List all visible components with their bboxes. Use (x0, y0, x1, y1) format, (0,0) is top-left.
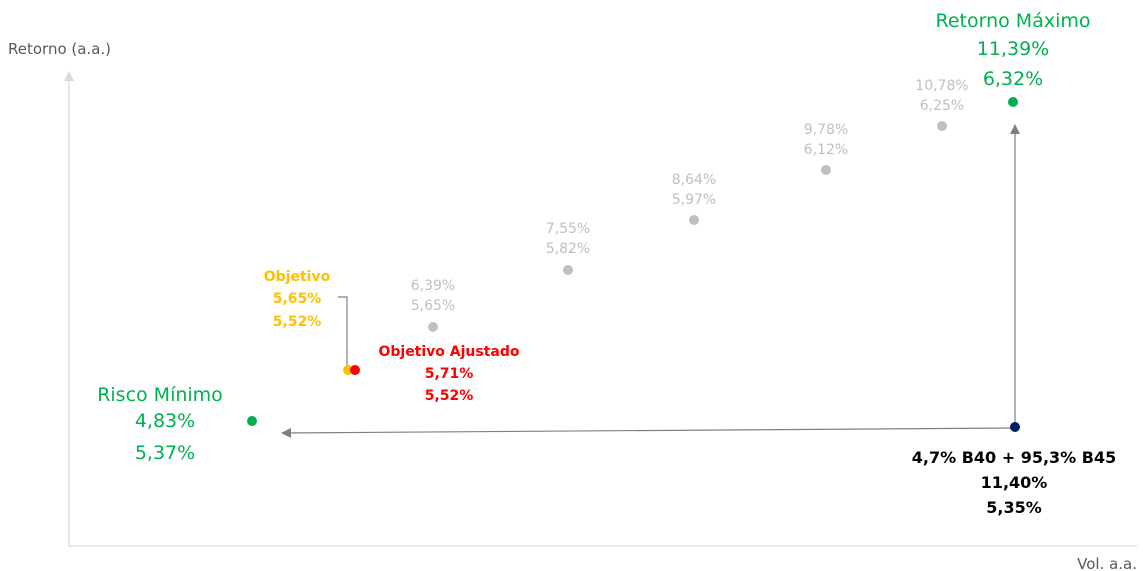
objetivo-ajustado-title: Objetivo Ajustado (378, 344, 519, 360)
arrow-to-risco-minimo (281, 427, 1016, 438)
carteira-atual-title: 4,7% B40 + 95,3% B45 (912, 448, 1117, 467)
objetivo-ajustado-y-label: 5,52% (425, 388, 474, 404)
point-frontier-1 (428, 322, 438, 332)
retorno-maximo-x-label: 11,39% (977, 38, 1049, 60)
y-axis-title: Retorno (a.a.) (8, 40, 111, 58)
point-frontier-2 (563, 265, 573, 275)
point-risco-minimo (247, 416, 257, 426)
objetivo-title: Objetivo (264, 269, 331, 285)
point-frontier-5 (937, 121, 947, 131)
objetivo-leader-line (338, 296, 348, 370)
risco-minimo-y-label: 5,37% (135, 442, 195, 464)
point-frontier-4 (821, 165, 831, 175)
point-objetivo (343, 365, 353, 375)
frontier-5-y-label: 6,25% (920, 98, 964, 114)
point-objetivo-ajustado (350, 365, 360, 375)
carteira-atual-x-label: 11,40% (981, 473, 1048, 492)
frontier-3-x-label: 8,64% (672, 172, 716, 188)
connectors (281, 124, 1020, 438)
frontier-4-y-label: 6,12% (804, 142, 848, 158)
frontier-4-x-label: 9,78% (804, 122, 848, 138)
objetivo-y-label: 5,52% (273, 314, 322, 330)
retorno-maximo-title: Retorno Máximo (936, 10, 1091, 32)
frontier-2-y-label: 5,82% (546, 241, 590, 257)
frontier-2-x-label: 7,55% (546, 221, 590, 237)
retorno-maximo-y-label: 6,32% (983, 68, 1043, 90)
scatter-points (247, 97, 1020, 432)
point-labels: Risco Mínimo 4,83% 5,37% 6,39% 5,65% 7,5… (97, 10, 1116, 517)
frontier-1-y-label: 5,65% (411, 298, 455, 314)
frontier-5-x-label: 10,78% (915, 78, 968, 94)
risco-minimo-title: Risco Mínimo (97, 384, 223, 406)
frontier-3-y-label: 5,97% (672, 192, 716, 208)
objetivo-x-label: 5,65% (273, 291, 322, 307)
carteira-atual-y-label: 5,35% (986, 498, 1042, 517)
risco-minimo-x-label: 4,83% (135, 410, 195, 432)
frontier-1-x-label: 6,39% (411, 278, 455, 294)
point-frontier-3 (689, 215, 699, 225)
point-retorno-maximo (1008, 97, 1018, 107)
point-carteira-atual (1010, 422, 1020, 432)
x-axis-title: Vol. a.a. (1077, 555, 1137, 571)
objetivo-ajustado-x-label: 5,71% (425, 366, 474, 382)
